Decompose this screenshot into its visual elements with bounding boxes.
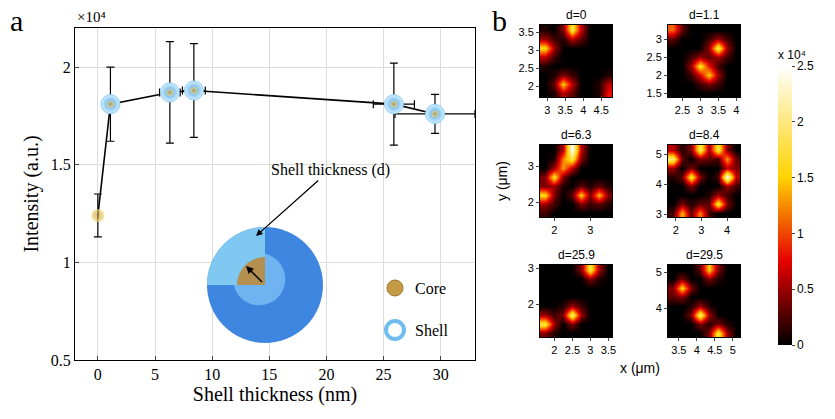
svg-text:4: 4 <box>733 104 739 116</box>
svg-text:3.5: 3.5 <box>601 344 616 356</box>
svg-text:3: 3 <box>698 224 704 236</box>
svg-text:1.5: 1.5 <box>51 156 71 173</box>
svg-text:3: 3 <box>697 104 703 116</box>
svg-text:0.5: 0.5 <box>797 282 814 296</box>
svg-text:×10⁴: ×10⁴ <box>77 9 106 25</box>
svg-text:10: 10 <box>204 366 220 383</box>
svg-text:3.5: 3.5 <box>711 104 726 116</box>
svg-text:2: 2 <box>528 298 534 310</box>
svg-text:3: 3 <box>587 224 593 236</box>
svg-text:d=25.9: d=25.9 <box>558 248 595 262</box>
svg-text:d=6.3: d=6.3 <box>561 128 592 142</box>
svg-text:4: 4 <box>580 104 586 116</box>
svg-text:4.5: 4.5 <box>707 344 722 356</box>
svg-text:3.5: 3.5 <box>519 26 534 38</box>
svg-text:1: 1 <box>797 227 804 241</box>
svg-text:2.5: 2.5 <box>647 51 662 63</box>
svg-text:3.5: 3.5 <box>558 104 573 116</box>
svg-text:2: 2 <box>551 224 557 236</box>
svg-text:4.5: 4.5 <box>594 104 609 116</box>
svg-text:Shell thickness (d): Shell thickness (d) <box>271 161 390 179</box>
svg-text:2.5: 2.5 <box>797 59 814 73</box>
svg-text:x (μm): x (μm) <box>620 360 660 376</box>
svg-text:3: 3 <box>544 104 550 116</box>
svg-text:0: 0 <box>94 366 102 383</box>
svg-text:2: 2 <box>673 224 679 236</box>
svg-text:2: 2 <box>528 196 534 208</box>
svg-text:1.5: 1.5 <box>647 87 662 99</box>
svg-text:4: 4 <box>656 302 662 314</box>
svg-text:2.5: 2.5 <box>565 344 580 356</box>
svg-text:4: 4 <box>656 178 662 190</box>
svg-text:d=0: d=0 <box>566 8 587 22</box>
svg-text:3.5: 3.5 <box>671 344 686 356</box>
svg-text:3: 3 <box>528 160 534 172</box>
svg-text:d=8.4: d=8.4 <box>689 128 720 142</box>
svg-text:2: 2 <box>551 344 557 356</box>
svg-text:5: 5 <box>656 266 662 278</box>
svg-text:3: 3 <box>528 262 534 274</box>
svg-text:x 10⁴: x 10⁴ <box>778 48 806 62</box>
svg-text:2: 2 <box>656 69 662 81</box>
svg-text:2.5: 2.5 <box>519 62 534 74</box>
svg-text:Core: Core <box>415 280 446 297</box>
svg-text:3: 3 <box>656 33 662 45</box>
svg-text:d=1.1: d=1.1 <box>689 8 720 22</box>
svg-text:a: a <box>10 4 23 37</box>
svg-text:4: 4 <box>724 224 730 236</box>
svg-text:2.5: 2.5 <box>675 104 690 116</box>
svg-text:Shell thickness (nm): Shell thickness (nm) <box>193 383 357 406</box>
svg-text:25: 25 <box>376 366 392 383</box>
svg-text:0.5: 0.5 <box>51 352 71 369</box>
svg-text:5: 5 <box>730 344 736 356</box>
svg-text:Shell: Shell <box>415 322 448 339</box>
svg-text:1: 1 <box>63 254 71 271</box>
svg-text:2: 2 <box>528 80 534 92</box>
svg-text:4: 4 <box>694 344 700 356</box>
svg-text:Intensity (a.u.): Intensity (a.u.) <box>20 135 43 252</box>
svg-text:d=29.5: d=29.5 <box>686 248 723 262</box>
svg-text:1.5: 1.5 <box>797 171 814 185</box>
svg-text:3: 3 <box>587 344 593 356</box>
svg-text:20: 20 <box>318 366 334 383</box>
svg-text:3: 3 <box>528 44 534 56</box>
svg-text:5: 5 <box>151 366 159 383</box>
svg-text:30: 30 <box>433 366 449 383</box>
svg-text:0: 0 <box>797 338 804 352</box>
svg-text:15: 15 <box>261 366 277 383</box>
svg-text:b: b <box>492 4 507 37</box>
svg-text:3: 3 <box>656 208 662 220</box>
svg-text:5: 5 <box>656 148 662 160</box>
svg-text:2: 2 <box>63 59 71 76</box>
svg-text:2: 2 <box>797 115 804 129</box>
svg-text:y (μm): y (μm) <box>494 161 510 201</box>
